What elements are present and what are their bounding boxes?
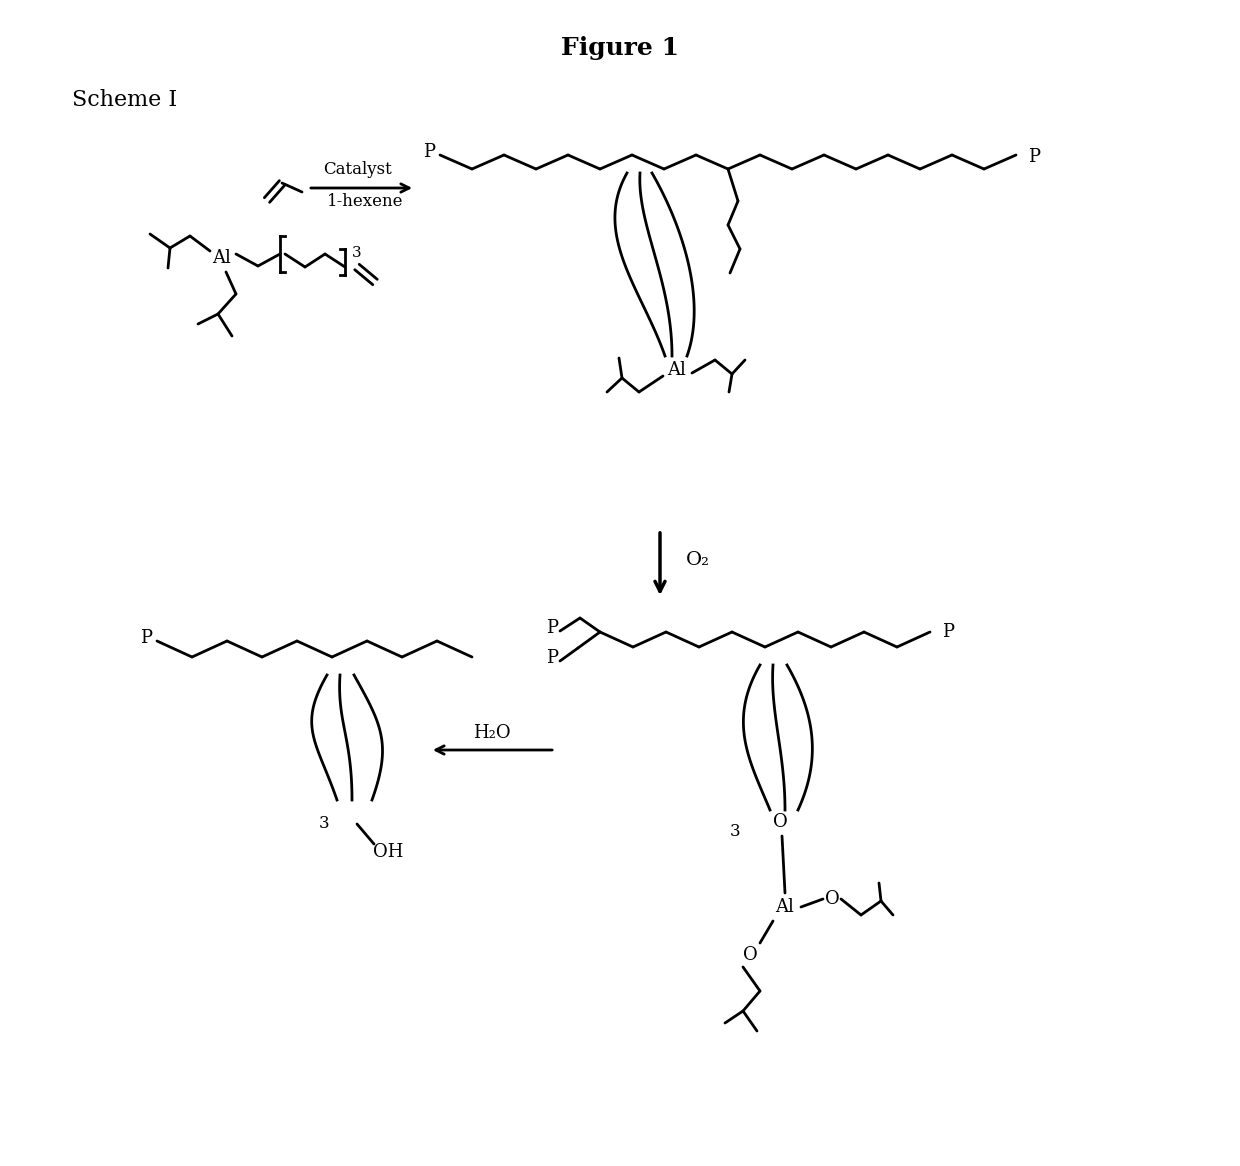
Text: 3: 3 xyxy=(729,823,740,841)
Text: Scheme I: Scheme I xyxy=(72,89,177,111)
Text: P: P xyxy=(546,649,558,667)
Text: 1-hexene: 1-hexene xyxy=(327,194,403,211)
Text: O₂: O₂ xyxy=(686,552,711,569)
Text: Al: Al xyxy=(212,250,232,267)
Text: P: P xyxy=(423,143,435,161)
Text: H₂O: H₂O xyxy=(474,724,511,742)
Text: Catalyst: Catalyst xyxy=(324,162,392,178)
Text: 3: 3 xyxy=(319,815,330,833)
Text: P: P xyxy=(140,628,153,647)
Text: O: O xyxy=(825,890,839,908)
Text: P: P xyxy=(942,623,954,641)
Text: Al: Al xyxy=(775,898,795,916)
Text: Al: Al xyxy=(667,361,687,379)
Text: P: P xyxy=(1028,148,1040,166)
Text: 3: 3 xyxy=(352,246,362,260)
Text: O: O xyxy=(773,813,787,831)
Text: O: O xyxy=(743,946,758,964)
Text: P: P xyxy=(546,619,558,637)
Text: Figure 1: Figure 1 xyxy=(560,36,680,59)
Text: OH: OH xyxy=(373,843,403,861)
